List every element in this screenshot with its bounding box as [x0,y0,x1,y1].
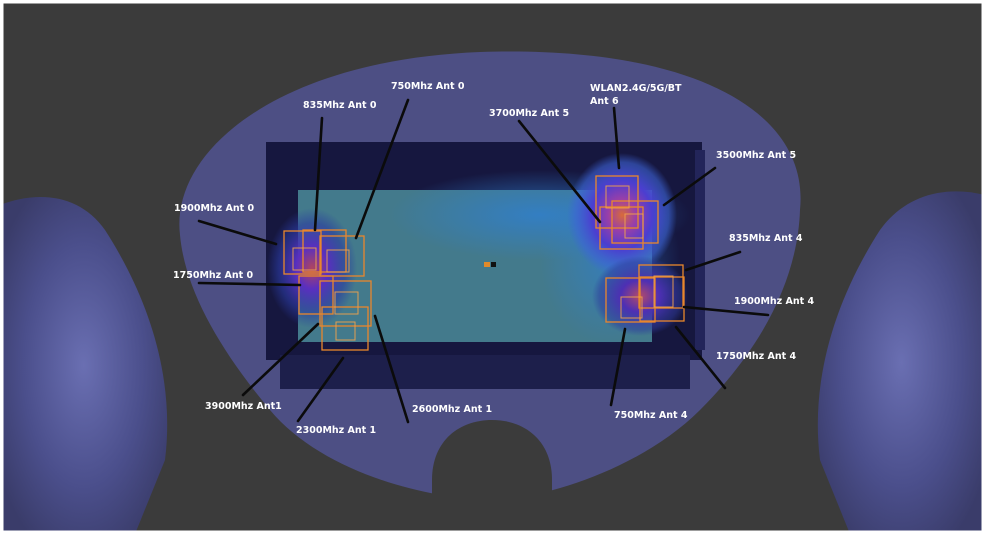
device-bottom-edge [280,355,690,389]
label-750mhz-ant0: 750Mhz Ant 0 [391,81,465,92]
label-835mhz-ant0: 835Mhz Ant 0 [303,100,377,111]
device-center-marker [484,262,490,267]
label-1750mhz-ant4: 1750Mhz Ant 4 [716,351,796,362]
left-shoulder [0,197,168,534]
hotspot-top-right [567,153,677,277]
label-3500mhz-ant5: 3500Mhz Ant 5 [716,150,796,161]
antenna-boxes-left [283,229,372,351]
neck-cutout [432,420,552,534]
antenna-boxes-bottom-right [605,264,685,323]
label-2300mhz-ant1: 2300Mhz Ant 1 [296,425,376,436]
label-750mhz-ant4: 750Mhz Ant 4 [614,410,688,421]
label-1750mhz-ant0: 1750Mhz Ant 0 [173,270,253,281]
label-835mhz-ant4: 835Mhz Ant 4 [729,233,803,244]
label-1900mhz-ant4: 1900Mhz Ant 4 [734,296,814,307]
right-shoulder [817,191,985,534]
label-wlan-line1: WLAN2.4G/5G/BT [590,83,682,94]
label-1900mhz-ant0: 1900Mhz Ant 0 [174,203,254,214]
device-center-marker-dark [491,262,496,267]
device-right-edge [695,150,705,350]
antenna-boxes-top-right [595,175,659,250]
label-2600mhz-ant1: 2600Mhz Ant 1 [412,404,492,415]
label-3700mhz-ant5: 3700Mhz Ant 5 [489,108,569,119]
leader-lines [197,98,770,424]
label-3900mhz-ant1: 3900Mhz Ant1 [205,401,282,412]
label-wlan-line2: Ant 6 [590,96,619,107]
hotspot-left [267,208,357,328]
